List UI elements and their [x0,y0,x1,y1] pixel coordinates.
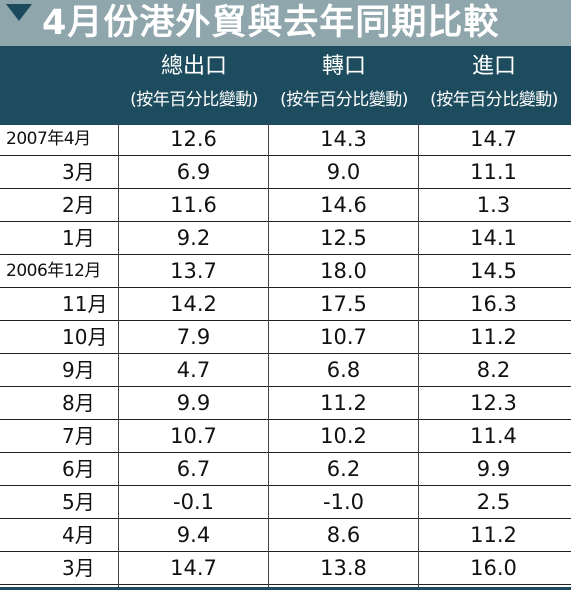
row-label: 3月 [62,556,95,580]
table-cell-value: 14.5 [470,259,517,283]
column-header-name: 轉口 [321,54,366,79]
table-cell-value: 13.7 [170,259,217,283]
table-row: 3月 14.7 13.8 16.0 [0,552,571,585]
row-label: 2006年12月 [6,261,101,281]
table-cell-value: -1.0 [323,490,364,514]
row-label: 11月 [62,292,108,316]
table-cell-value: 14.6 [320,193,367,217]
column-header-unit: (按年百分比變動) [430,90,558,110]
column-divider [118,123,119,588]
table-cell-value: 7.9 [176,325,211,349]
row-label: 8月 [62,391,95,415]
table-cell-value: 14.3 [320,127,367,151]
table-row: 5月 -0.1 -1.0 2.5 [0,486,571,519]
row-label: 1月 [62,226,95,250]
table-cell-value: 16.0 [470,556,517,580]
table-row: 8月 9.9 11.2 12.3 [0,387,571,420]
table-cell-value: 2.5 [476,490,511,514]
table-cell-value: 11.1 [470,160,517,184]
table-bottom-rule [0,587,571,590]
row-label: 3月 [62,160,95,184]
column-header-exports: 總出口 (按年百分比變動) [119,46,269,123]
table-cell-value: 14.1 [470,226,517,250]
table-row: 3月 6.9 9.0 11.1 [0,156,571,189]
table-cell-value: 10.7 [320,325,367,349]
table-row: 10月 7.9 10.7 11.2 [0,321,571,354]
row-label: 7月 [62,424,95,448]
table-header: 總出口 (按年百分比變動) 轉口 (按年百分比變動) 進口 (按年百分比變動) [0,46,571,123]
row-label: 6月 [62,457,95,481]
table-cell-value: -0.1 [173,490,214,514]
column-header-name: 進口 [471,54,516,79]
table-cell-value: 6.7 [176,457,211,481]
table-cell-value: 11.4 [470,424,517,448]
table-cell-value: 11.2 [320,391,367,415]
table-row: 7月 10.7 10.2 11.4 [0,420,571,453]
chart-title: 4月份港外貿與去年同期比較 [42,3,500,43]
table-cell-value: 9.9 [476,457,511,481]
row-label: 9月 [62,358,95,382]
table-cell-value: 8.2 [476,358,511,382]
row-label: 10月 [62,325,108,349]
title-triangle-icon [6,4,32,21]
table-row: 2007年4月 12.6 14.3 14.7 [0,123,571,156]
column-divider [268,123,269,588]
table-cell-value: 11.2 [470,325,517,349]
table-row: 2006年12月 13.7 18.0 14.5 [0,255,571,288]
table-cell-value: 4.7 [176,358,211,382]
column-header-unit: (按年百分比變動) [280,90,408,110]
table-cell-value: 10.2 [320,424,367,448]
table-cell-value: 12.3 [470,391,517,415]
table-cell-value: 6.8 [326,358,361,382]
row-label: 5月 [62,490,95,514]
table-cell-value: 8.6 [326,523,361,547]
table-row: 9月 4.7 6.8 8.2 [0,354,571,387]
table-cell-value: 6.9 [176,160,211,184]
table-row: 11月 14.2 17.5 16.3 [0,288,571,321]
title-bar: 4月份港外貿與去年同期比較 [0,0,571,46]
row-label: 2007年4月 [6,129,91,149]
table-cell-value: 1.3 [476,193,511,217]
row-label: 2月 [62,193,95,217]
row-label: 4月 [62,523,95,547]
table-cell-value: 14.7 [470,127,517,151]
table-cell-value: 14.7 [170,556,217,580]
table-cell-value: 13.8 [320,556,367,580]
table-cell-value: 9.2 [176,226,211,250]
table-cell-value: 12.5 [320,226,367,250]
table-cell-value: 6.2 [326,457,361,481]
table-row: 6月 6.7 6.2 9.9 [0,453,571,486]
table-cell-value: 17.5 [320,292,367,316]
table-cell-value: 11.2 [470,523,517,547]
column-header-name: 總出口 [160,54,227,79]
table-row: 1月 9.2 12.5 14.1 [0,222,571,255]
table-row: 2月 11.6 14.6 1.3 [0,189,571,222]
column-header-reexports: 轉口 (按年百分比變動) [269,46,419,123]
column-header-imports: 進口 (按年百分比變動) [419,46,569,123]
table-cell-value: 18.0 [320,259,367,283]
table-body: 2007年4月 12.6 14.3 14.7 3月 6.9 9.0 11.1 2月 11.6 14.… [0,123,571,588]
table-cell-value: 12.6 [170,127,217,151]
table-cell-value: 14.2 [170,292,217,316]
table-cell-value: 9.4 [176,523,211,547]
table-row: 4月 9.4 8.6 11.2 [0,519,571,552]
table-cell-value: 16.3 [470,292,517,316]
table-cell-value: 9.9 [176,391,211,415]
column-divider [418,123,419,588]
header-divider [0,123,571,125]
table-cell-value: 11.6 [170,193,217,217]
column-header-unit: (按年百分比變動) [130,90,258,110]
table-cell-value: 9.0 [326,160,361,184]
table-cell-value: 10.7 [170,424,217,448]
